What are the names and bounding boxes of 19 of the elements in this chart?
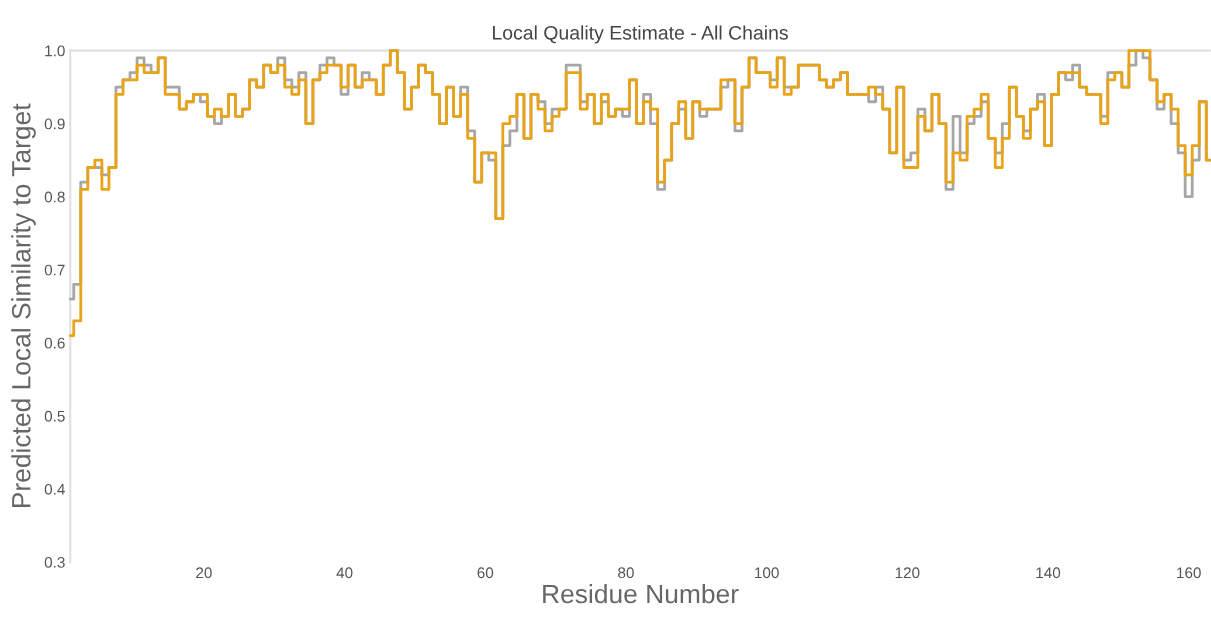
x-axis-title: Residue Number (543, 583, 739, 604)
y-axis-title: Predicted Local Similarity to Target (11, 103, 36, 508)
y-tick-label: 0.6 (44, 337, 65, 349)
y-tick-label: 0.4 (44, 483, 65, 495)
y-tick-label: 0.3 (44, 556, 65, 568)
x-tick-label: 160 (1177, 567, 1201, 579)
x-tick-label: 80 (618, 567, 634, 579)
x-tick-label: 100 (755, 567, 779, 579)
y-tick-label: 0.7 (44, 264, 65, 276)
y-tick-label: 0.9 (44, 118, 65, 130)
x-tick-label: 60 (477, 567, 494, 579)
y-tick-label: 0.5 (44, 410, 65, 422)
y-tick-label: 0.8 (44, 191, 65, 203)
chart-title: Local Quality Estimate - All Chains (493, 25, 788, 44)
x-tick-label: 120 (895, 567, 920, 579)
y-tick-label: 1.0 (45, 45, 65, 57)
x-tick-label: 20 (196, 567, 212, 579)
x-tick-label: 40 (336, 567, 353, 579)
x-tick-label: 140 (1036, 567, 1061, 579)
